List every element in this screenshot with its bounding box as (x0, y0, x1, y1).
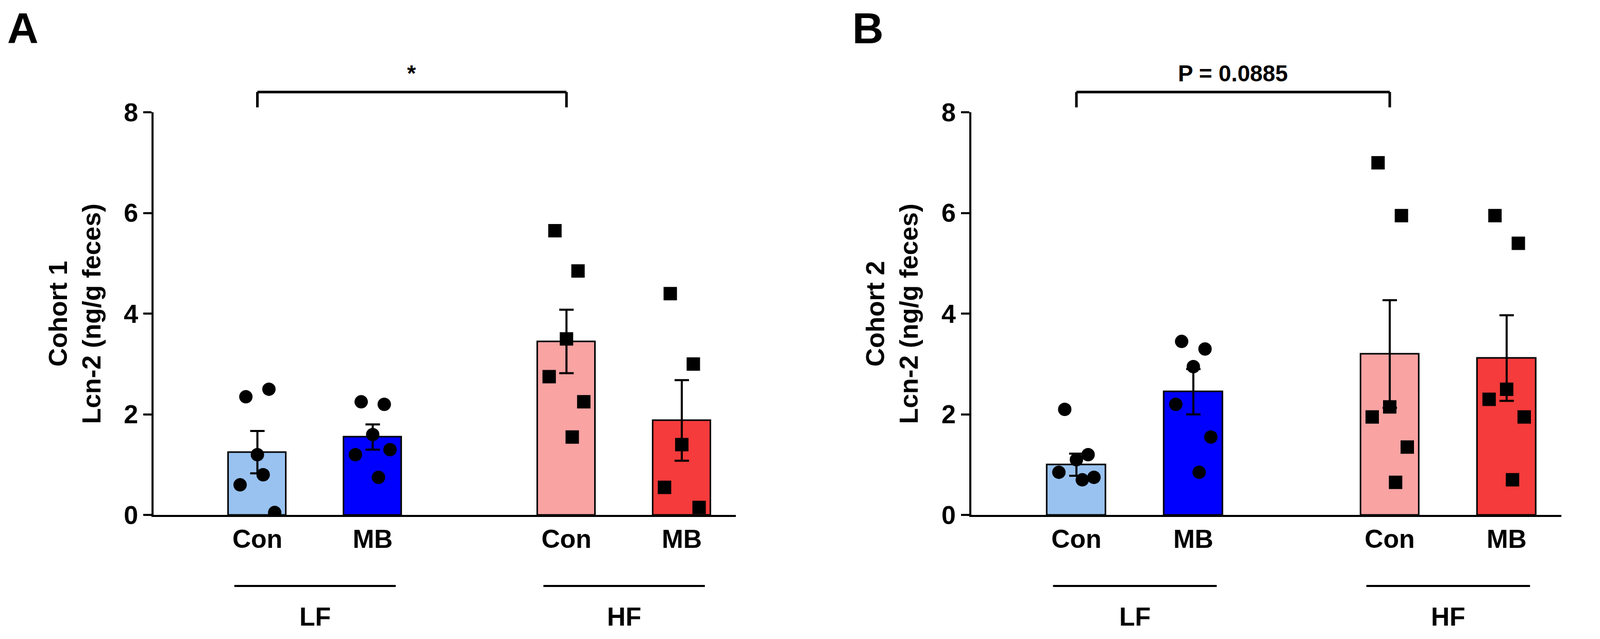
svg-text:MB: MB (661, 525, 702, 554)
svg-text:HF: HF (1430, 602, 1466, 632)
svg-text:2: 2 (123, 400, 139, 430)
svg-text:P = 0.0885: P = 0.0885 (1177, 60, 1288, 87)
svg-text:Con: Con (1051, 525, 1102, 554)
svg-text:8: 8 (941, 98, 956, 128)
svg-text:LF: LF (1119, 602, 1151, 632)
svg-text:LF: LF (299, 602, 331, 632)
svg-text:Con: Con (232, 525, 283, 554)
svg-text:MB: MB (1486, 525, 1527, 554)
svg-text:Cohort 1Lcn-2 (ng/g feces): Cohort 1Lcn-2 (ng/g feces) (43, 203, 107, 425)
svg-text:MB: MB (352, 525, 393, 554)
svg-text:6: 6 (941, 198, 956, 228)
svg-text:4: 4 (941, 299, 956, 329)
svg-text:0: 0 (123, 501, 139, 531)
svg-text:HF: HF (607, 602, 642, 632)
svg-text:Cohort 2Lcn-2 (ng/g feces): Cohort 2Lcn-2 (ng/g feces) (861, 203, 924, 425)
svg-text:6: 6 (123, 198, 139, 228)
svg-text:2: 2 (941, 400, 956, 430)
svg-text:Con: Con (541, 525, 592, 554)
svg-text:0: 0 (941, 501, 956, 531)
svg-text:A: A (7, 4, 39, 53)
svg-text:B: B (852, 4, 884, 53)
svg-text:4: 4 (123, 299, 139, 329)
svg-text:MB: MB (1173, 525, 1214, 554)
svg-text:*: * (407, 60, 417, 87)
svg-text:Con: Con (1364, 525, 1415, 554)
svg-text:8: 8 (123, 98, 139, 128)
